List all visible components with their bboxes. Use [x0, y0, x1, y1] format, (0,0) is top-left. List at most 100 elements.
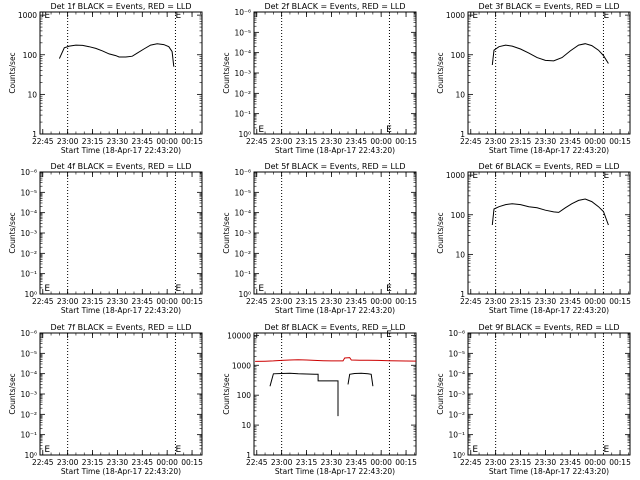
event-marker-label: E	[258, 284, 264, 294]
plot-frame	[253, 11, 417, 135]
plot-frame	[39, 332, 203, 456]
x-tick-label: 23:00	[57, 297, 79, 306]
event-marker-label: E	[44, 11, 50, 21]
x-tick-label: 23:15	[296, 458, 318, 467]
y-tick-label: 10⁻¹	[20, 431, 37, 440]
x-tick-label: 00:00	[584, 297, 606, 306]
y-tick-label: 10000	[227, 331, 251, 340]
x-axis-label: Start Time (18-Apr-17 22:43:20)	[61, 467, 181, 476]
plot-frame	[253, 171, 417, 295]
y-tick-label: 1000	[446, 171, 465, 180]
event-marker-label: E	[603, 11, 609, 21]
x-tick-label: 23:00	[485, 458, 507, 467]
y-tick-label: 100	[23, 51, 38, 60]
x-tick-label: 23:45	[559, 297, 581, 306]
x-tick-label: 22:45	[32, 458, 54, 467]
event-marker-label: E	[472, 445, 478, 455]
event-marker-label: E	[472, 171, 478, 181]
x-tick-label: 00:00	[584, 458, 606, 467]
x-axis-label: Start Time (18-Apr-17 22:43:20)	[61, 146, 181, 155]
y-tick-label: 10⁻¹	[448, 431, 465, 440]
panel-title: Det 1f BLACK = Events, RED = LLD	[50, 2, 191, 11]
x-tick-label: 23:15	[510, 458, 532, 467]
y-axis-label: Counts/sec	[222, 373, 231, 414]
x-tick-label: 00:15	[395, 458, 417, 467]
event-marker-label: E	[603, 445, 609, 455]
y-tick-label: 10⁻¹	[20, 270, 37, 279]
y-tick-label: 10⁻¹	[234, 270, 251, 279]
x-tick-label: 00:00	[584, 137, 606, 146]
panel-title: Det 7f BLACK = Events, RED = LLD	[50, 323, 191, 332]
x-tick-label: 23:45	[131, 458, 153, 467]
y-tick-label: 10⁻⁵	[20, 349, 37, 358]
y-tick-label: 10⁻⁶	[448, 329, 465, 338]
y-tick-label: 10⁰	[24, 451, 37, 460]
x-tick-label: 00:15	[609, 458, 631, 467]
y-tick-label: 10⁻⁵	[448, 349, 465, 358]
y-tick-label: 1	[460, 290, 465, 299]
x-tick-label: 22:45	[32, 297, 54, 306]
y-tick-label: 1	[460, 130, 465, 139]
panel-title: Det 8f BLACK = Events, RED = LLD	[264, 323, 405, 332]
event-marker-label: E	[258, 125, 264, 135]
x-tick-label: 00:15	[181, 458, 203, 467]
y-axis-label: Counts/sec	[8, 212, 17, 253]
det-8f: Det 8f BLACK = Events, RED = LLD 1 10 100 10…	[222, 323, 417, 476]
y-tick-label: 10⁰	[452, 451, 465, 460]
x-tick-label: 23:45	[131, 137, 153, 146]
x-tick-label: 23:15	[510, 297, 532, 306]
event-marker-label: E	[175, 11, 181, 21]
x-tick-label: 23:30	[321, 137, 343, 146]
y-tick-label: 10⁻⁶	[234, 8, 251, 17]
x-axis-label: Start Time (18-Apr-17 22:43:20)	[275, 306, 395, 315]
panel-title: Det 9f BLACK = Events, RED = LLD	[478, 323, 619, 332]
x-tick-label: 23:30	[535, 137, 557, 146]
det-1f: Det 1f BLACK = Events, RED = LLD 1 10 100 10…	[8, 2, 203, 155]
y-tick-label: 10⁻²	[234, 89, 251, 98]
x-tick-label: 00:15	[181, 297, 203, 306]
x-tick-label: 23:45	[559, 458, 581, 467]
x-tick-label: 00:15	[609, 137, 631, 146]
y-axis-label: Counts/sec	[436, 212, 445, 253]
y-tick-label: 10⁻⁵	[20, 188, 37, 197]
x-tick-label: 23:30	[107, 297, 129, 306]
x-tick-label: 23:30	[535, 458, 557, 467]
y-tick-label: 1000	[446, 11, 465, 20]
det-2f: Det 2f BLACK = Events, RED = LLD 10⁰ 10⁻¹ 1…	[222, 2, 417, 155]
event-marker-label: E	[175, 284, 181, 294]
x-tick-label: 00:15	[181, 137, 203, 146]
plot-frame	[39, 11, 203, 135]
x-tick-label: 00:00	[156, 137, 178, 146]
y-tick-label: 10⁻⁵	[234, 188, 251, 197]
y-tick-label: 10⁻⁶	[234, 168, 251, 177]
x-tick-label: 23:00	[57, 458, 79, 467]
event-marker-label: E	[44, 284, 50, 294]
x-tick-label: 23:15	[82, 137, 104, 146]
det-9f: Det 9f BLACK = Events, RED = LLD 10⁰ 10⁻¹ 1…	[436, 323, 631, 476]
event-marker-label: E	[44, 445, 50, 455]
y-tick-label: 10⁻⁴	[20, 209, 37, 218]
x-tick-label: 23:45	[131, 297, 153, 306]
x-tick-label: 22:45	[246, 458, 268, 467]
y-tick-label: 10⁻³	[448, 390, 465, 399]
y-tick-label: 1	[32, 130, 37, 139]
y-tick-label: 10⁻⁴	[448, 370, 465, 379]
y-axis-label: Counts/sec	[222, 212, 231, 253]
x-tick-label: 00:00	[156, 458, 178, 467]
x-tick-label: 00:15	[609, 297, 631, 306]
y-tick-label: 10⁰	[238, 130, 251, 139]
y-tick-label: 10⁻⁴	[20, 370, 37, 379]
y-tick-label: 10	[455, 250, 465, 259]
panel-title: Det 2f BLACK = Events, RED = LLD	[264, 2, 405, 11]
y-tick-label: 10	[241, 421, 251, 430]
x-tick-label: 23:00	[271, 458, 293, 467]
y-tick-label: 10⁻²	[20, 249, 37, 258]
x-axis-label: Start Time (18-Apr-17 22:43:20)	[275, 467, 395, 476]
x-tick-label: 00:00	[156, 297, 178, 306]
det-6f: Det 6f BLACK = Events, RED = LLD 1 10 100 10…	[436, 162, 631, 315]
plot-frame	[467, 171, 631, 295]
det-5f: Det 5f BLACK = Events, RED = LLD 10⁰ 10⁻¹ 1…	[222, 162, 417, 315]
y-axis-label: Counts/sec	[436, 52, 445, 93]
x-tick-label: 00:00	[370, 137, 392, 146]
y-axis-label: Counts/sec	[222, 52, 231, 93]
